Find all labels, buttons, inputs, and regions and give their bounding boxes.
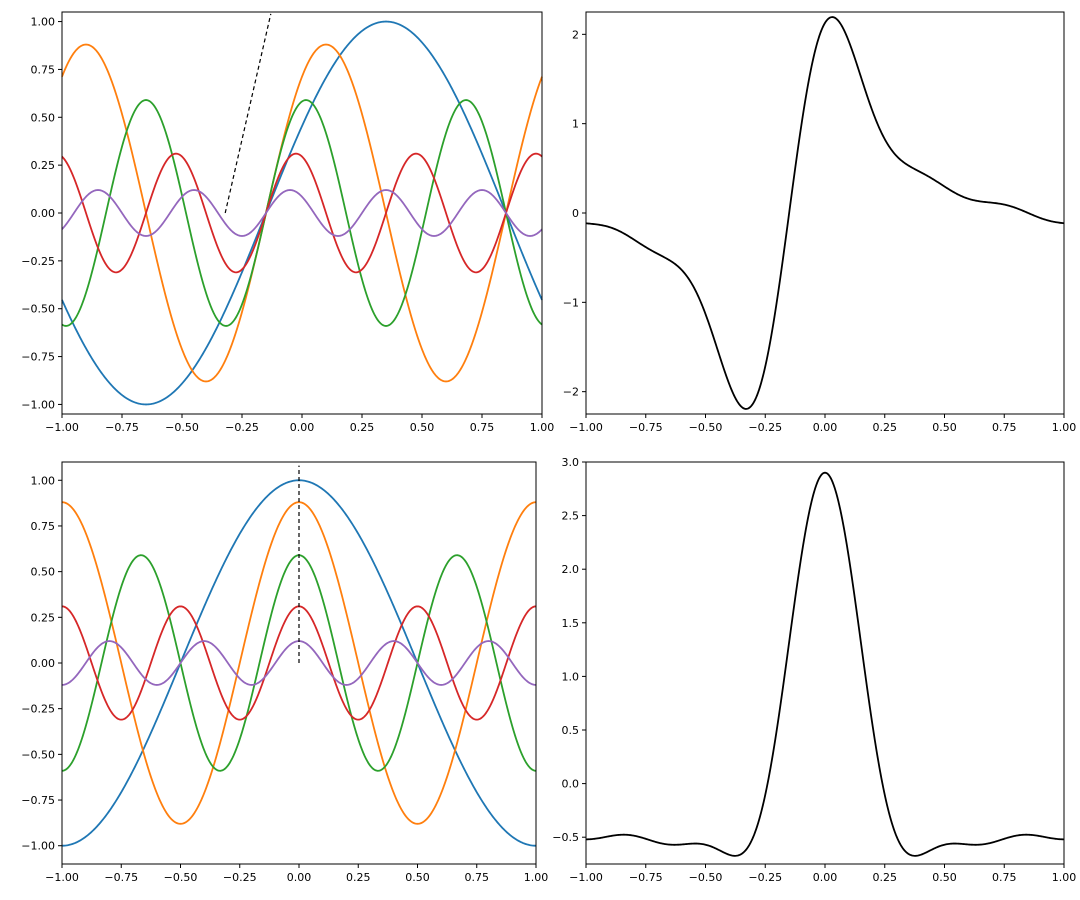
- y-tick-label: 2.5: [562, 510, 580, 523]
- x-tick-label: 0.50: [410, 421, 435, 434]
- x-tick-label: −1.00: [569, 871, 603, 884]
- y-tick-label: 3.0: [562, 456, 580, 469]
- x-tick-label: −0.50: [165, 421, 199, 434]
- x-tick-label: −0.50: [689, 421, 723, 434]
- y-tick-label: 1.00: [31, 16, 56, 29]
- y-tick-label: 2.0: [562, 563, 580, 576]
- axes-frame: [61, 11, 543, 415]
- series-line-2: [61, 501, 537, 825]
- x-tick-label: −0.75: [104, 871, 138, 884]
- x-tick-label: −0.25: [748, 421, 782, 434]
- x-tick-label: 0.75: [992, 421, 1017, 434]
- series-line-5: [61, 189, 543, 237]
- x-tick-label: −1.00: [45, 871, 79, 884]
- y-tick-label: −1: [563, 296, 579, 309]
- x-tick-label: 0.25: [873, 421, 898, 434]
- y-tick-label: 0: [572, 207, 579, 220]
- x-tick-label: 0.25: [350, 421, 375, 434]
- x-tick-label: 0.50: [932, 871, 957, 884]
- x-tick-label: 0.75: [465, 871, 490, 884]
- y-tick-label: −0.50: [21, 303, 55, 316]
- series-line-1: [61, 20, 543, 406]
- y-tick-label: −0.25: [21, 255, 55, 268]
- x-tick-label: 0.25: [346, 871, 371, 884]
- y-tick-label: 1.00: [31, 474, 56, 487]
- x-tick-label: 0.00: [287, 871, 312, 884]
- y-tick-label: −2: [563, 386, 579, 399]
- x-tick-label: 1.00: [1052, 421, 1077, 434]
- chart-panel-top-right: −1.00 −0.75 −0.50 −0.25 0.00 0.25 0.50 0.75 1.00…: [563, 11, 1077, 434]
- y-tick-label: 0.25: [31, 159, 56, 172]
- y-tick-label: −0.50: [21, 748, 55, 761]
- x-tick-label: 0.50: [405, 871, 430, 884]
- series-line-1: [586, 471, 1064, 857]
- x-tick-label: 1.00: [524, 871, 549, 884]
- y-tick-label: 2: [572, 28, 579, 41]
- y-tick-label: 1: [572, 118, 579, 131]
- x-tick-label: 0.00: [290, 421, 315, 434]
- y-tick-label: 0.00: [31, 207, 56, 220]
- y-tick-label: 1.5: [562, 617, 580, 630]
- x-tick-label: −0.50: [164, 871, 198, 884]
- chart-panel-top-left: −1.00 −0.75 −0.50 −0.25 0.00 0.25 0.50 0.75 1.00…: [21, 11, 555, 434]
- series-line-3: [61, 99, 543, 327]
- x-tick-label: 0.75: [470, 421, 495, 434]
- x-tick-label: 0.00: [813, 871, 838, 884]
- axes-frame: [585, 461, 1065, 865]
- x-tick-label: 0.50: [932, 421, 957, 434]
- x-tick-label: −0.75: [629, 871, 663, 884]
- y-tick-label: 0.00: [31, 657, 56, 670]
- series-line-4: [61, 152, 543, 274]
- x-tick-label: −1.00: [45, 421, 79, 434]
- x-tick-label: 0.00: [813, 421, 838, 434]
- x-tick-label: 1.00: [530, 421, 555, 434]
- x-tick-label: 1.00: [1052, 871, 1077, 884]
- series-line-1: [585, 16, 1065, 410]
- x-tick-label: −0.75: [629, 421, 663, 434]
- chart-panel-bottom-right: −1.00 −0.75 −0.50 −0.25 0.00 0.25 0.50 0.75 1.00…: [552, 456, 1076, 884]
- x-tick-label: 0.25: [873, 871, 898, 884]
- x-tick-label: −1.00: [569, 421, 603, 434]
- reference-dashed-line: [224, 13, 272, 214]
- axes-frame: [585, 11, 1065, 415]
- y-tick-label: −1.00: [21, 398, 55, 411]
- x-tick-label: 0.75: [992, 871, 1017, 884]
- series-line-2: [61, 43, 543, 383]
- y-tick-label: −0.25: [21, 703, 55, 716]
- y-tick-label: 0.50: [31, 111, 56, 124]
- chart-panel-bottom-left: −1.00 −0.75 −0.50 −0.25 0.00 0.25 0.50 0.75 1.00…: [21, 461, 549, 884]
- y-tick-label: 0.75: [31, 520, 56, 533]
- y-tick-label: 1.0: [562, 670, 580, 683]
- x-tick-label: −0.25: [225, 421, 259, 434]
- x-tick-label: −0.25: [748, 871, 782, 884]
- y-tick-label: −0.5: [552, 831, 579, 844]
- y-tick-label: −0.75: [21, 351, 55, 364]
- y-tick-label: −0.75: [21, 794, 55, 807]
- y-tick-label: 0.50: [31, 566, 56, 579]
- y-tick-label: 0.75: [31, 63, 56, 76]
- y-tick-label: 0.5: [562, 724, 580, 737]
- x-tick-label: −0.50: [689, 871, 723, 884]
- y-tick-label: 0.25: [31, 611, 56, 624]
- x-tick-label: −0.75: [105, 421, 139, 434]
- x-tick-label: −0.25: [223, 871, 257, 884]
- y-tick-label: −1.00: [21, 840, 55, 853]
- y-tick-label: 0.0: [562, 778, 580, 791]
